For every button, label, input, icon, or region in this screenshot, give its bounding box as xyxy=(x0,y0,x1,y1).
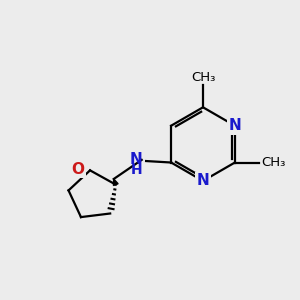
Text: CH₃: CH₃ xyxy=(191,71,215,84)
Text: N: N xyxy=(196,173,209,188)
Polygon shape xyxy=(113,179,118,185)
Text: N: N xyxy=(130,152,142,167)
Text: CH₃: CH₃ xyxy=(261,156,286,169)
Text: N: N xyxy=(229,118,241,133)
Text: O: O xyxy=(72,162,85,177)
Text: H: H xyxy=(131,164,142,178)
